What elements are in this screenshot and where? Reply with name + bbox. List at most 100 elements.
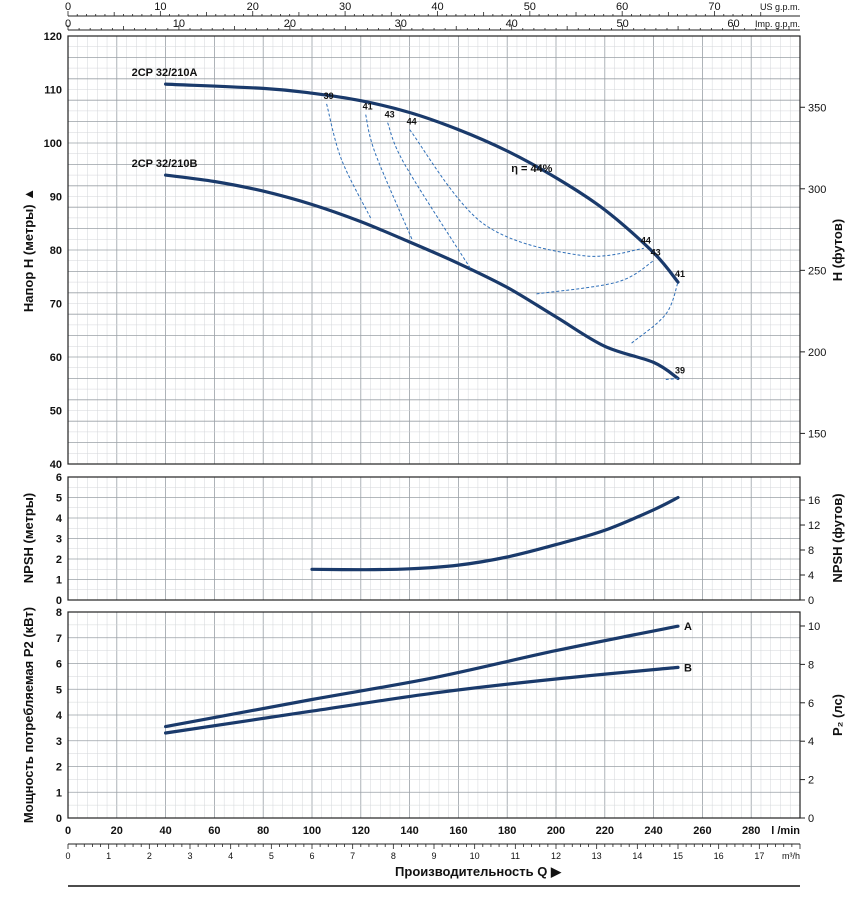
top-imp-label: 10 bbox=[173, 18, 185, 30]
x2-tick-label: 5 bbox=[269, 851, 274, 861]
top-us-label: 40 bbox=[431, 1, 443, 13]
y-tick-label: 7 bbox=[56, 633, 62, 645]
x-tick-label: 200 bbox=[547, 825, 565, 837]
y-tick-label: 50 bbox=[50, 406, 62, 418]
top-us-label: 70 bbox=[708, 1, 720, 13]
y-tick-label: 90 bbox=[50, 192, 62, 204]
y-tick-label: 2 bbox=[56, 554, 62, 566]
plot-frame bbox=[67, 476, 801, 601]
x-tick-label: 60 bbox=[208, 825, 220, 837]
x2-tick-label: 13 bbox=[592, 851, 602, 861]
top-imp-label: 20 bbox=[284, 18, 296, 30]
y-tick-label: 5 bbox=[56, 684, 62, 696]
y-tick-label: 3 bbox=[56, 534, 62, 546]
efficiency-curve bbox=[409, 129, 644, 257]
y-tick-label-right: 12 bbox=[808, 520, 820, 532]
y-tick-label-right: 0 bbox=[808, 595, 814, 607]
x-tick-label: 40 bbox=[159, 825, 171, 837]
head-series-label: 2CP 32/210A bbox=[132, 67, 198, 79]
top-imp-label: 60 bbox=[727, 18, 739, 30]
x2-tick-label: 0 bbox=[65, 851, 70, 861]
x2-tick-label: 7 bbox=[350, 851, 355, 861]
top-us-label: 20 bbox=[247, 1, 259, 13]
x-tick-label: 120 bbox=[352, 825, 370, 837]
y-tick-label: 0 bbox=[56, 595, 62, 607]
head-axis-title: Напор H (метры) ▲ bbox=[21, 188, 36, 312]
efficiency-label: 41 bbox=[675, 269, 685, 279]
top-us-label: 0 bbox=[65, 1, 71, 13]
efficiency-label: 43 bbox=[651, 248, 661, 258]
npsh-axis-title: NPSH (метры) bbox=[21, 493, 36, 583]
y-tick-label: 60 bbox=[50, 352, 62, 364]
y-tick-label: 80 bbox=[50, 245, 62, 257]
efficiency-label: η = 44% bbox=[511, 163, 552, 175]
x2-tick-label: 4 bbox=[228, 851, 233, 861]
x2-tick-label: 15 bbox=[673, 851, 683, 861]
efficiency-curve bbox=[631, 281, 679, 344]
y-tick-label: 6 bbox=[56, 472, 62, 484]
curve-layer bbox=[164, 82, 680, 735]
y-tick-label: 4 bbox=[56, 513, 63, 525]
x-tick-label: 0 bbox=[65, 825, 71, 837]
top-us-label: 60 bbox=[616, 1, 628, 13]
x2-tick-label: 6 bbox=[309, 851, 314, 861]
top-imp-unit: Imp. g.p.m. bbox=[755, 19, 800, 29]
efficiency-label: 43 bbox=[385, 110, 395, 120]
y-tick-label-right: 8 bbox=[808, 545, 814, 557]
x2-tick-label: 3 bbox=[187, 851, 192, 861]
x-tick-label: 20 bbox=[111, 825, 123, 837]
head-curve-a bbox=[164, 82, 680, 284]
efficiency-curve bbox=[326, 103, 372, 219]
y-tick-label: 70 bbox=[50, 299, 62, 311]
y-tick-label-right: 16 bbox=[808, 495, 820, 507]
x-tick-label: 140 bbox=[400, 825, 418, 837]
x2-tick-label: 9 bbox=[431, 851, 436, 861]
efficiency-label: 44 bbox=[641, 235, 651, 245]
x-axis-title: Производительность Q ▶ bbox=[395, 864, 562, 879]
efficiency-curve bbox=[365, 114, 413, 240]
y-tick-label: 8 bbox=[56, 607, 62, 619]
efficiency-label: 41 bbox=[363, 102, 373, 112]
x2-tick-label: 11 bbox=[511, 851, 520, 861]
power-axis-title-right: P₂ (лс) bbox=[830, 694, 845, 736]
x2-tick-label: 2 bbox=[147, 851, 152, 861]
efficiency-label: 44 bbox=[407, 117, 417, 127]
x-unit-label: l /min bbox=[771, 825, 800, 837]
top-imp-label: 0 bbox=[65, 18, 71, 30]
y-tick-label-right: 250 bbox=[808, 265, 826, 277]
y-tick-label: 5 bbox=[56, 493, 62, 505]
npsh-axis-title-right: NPSH (футов) bbox=[830, 493, 845, 582]
power-curve-b bbox=[164, 665, 680, 735]
top-imp-label: 30 bbox=[395, 18, 407, 30]
power-curve-a bbox=[164, 624, 680, 729]
y-tick-label-right: 350 bbox=[808, 102, 826, 114]
top-us-label: 10 bbox=[154, 1, 166, 13]
power-axis-title: Мощность потребляемая P2 (кВт) bbox=[21, 607, 36, 823]
x-tick-label: 260 bbox=[693, 825, 711, 837]
npsh-curve bbox=[310, 495, 680, 572]
axis-layer: 4050607080901001101201502002503003500123… bbox=[21, 1, 845, 887]
power-series-label: B bbox=[684, 662, 692, 674]
y-tick-label-right: 6 bbox=[808, 698, 814, 710]
y-tick-label: 110 bbox=[44, 85, 62, 97]
y-tick-label-right: 200 bbox=[808, 347, 826, 359]
efficiency-curve bbox=[387, 122, 472, 269]
y-tick-label: 120 bbox=[44, 31, 62, 43]
plot-frame bbox=[67, 611, 801, 819]
power-series-label: A bbox=[684, 621, 692, 633]
y-tick-label-right: 4 bbox=[808, 736, 814, 748]
y-tick-label: 6 bbox=[56, 659, 62, 671]
head-curve-b bbox=[164, 173, 680, 380]
efficiency-label: 39 bbox=[675, 365, 685, 375]
y-tick-label-right: 300 bbox=[808, 184, 826, 196]
top-us-unit: US g.p.m. bbox=[760, 2, 800, 12]
x-tick-label: 160 bbox=[449, 825, 467, 837]
x2-tick-label: 16 bbox=[714, 851, 724, 861]
y-tick-label: 0 bbox=[56, 813, 62, 825]
x2-tick-label: 10 bbox=[470, 851, 480, 861]
y-tick-label: 100 bbox=[44, 138, 62, 150]
x2-tick-label: 14 bbox=[632, 851, 642, 861]
x-tick-label: 80 bbox=[257, 825, 269, 837]
